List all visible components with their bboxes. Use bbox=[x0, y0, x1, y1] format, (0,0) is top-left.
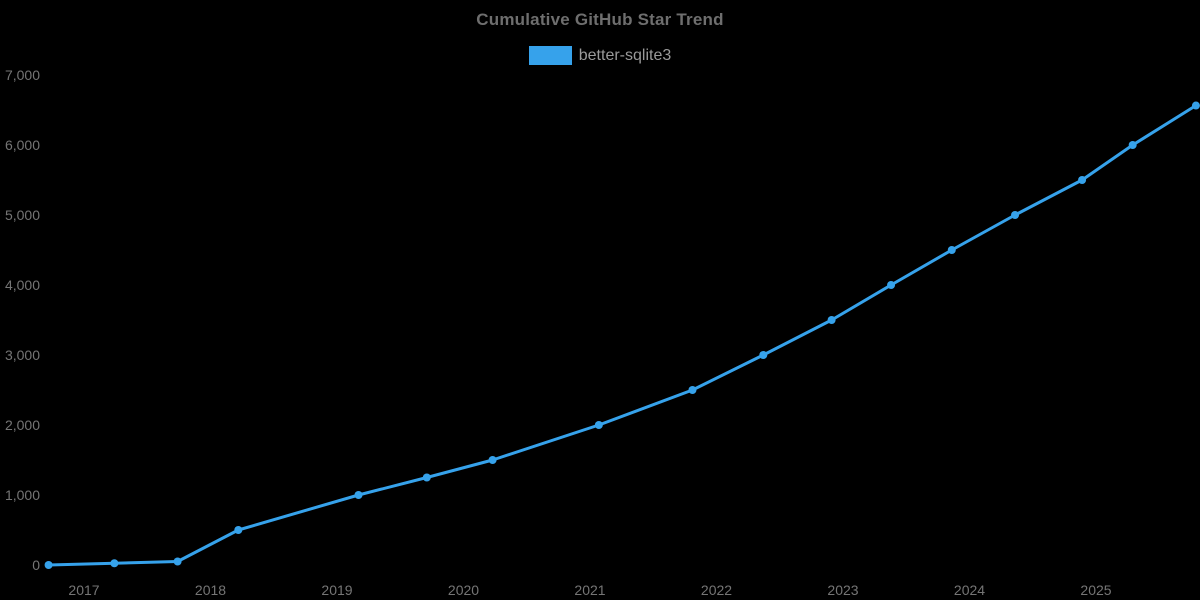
x-axis-tick-label: 2024 bbox=[954, 582, 985, 598]
x-axis-tick-label: 2019 bbox=[321, 582, 352, 598]
data-point[interactable] bbox=[827, 316, 836, 324]
x-axis-tick-label: 2017 bbox=[68, 582, 99, 598]
data-point[interactable] bbox=[887, 281, 896, 289]
y-axis-tick-label: 6,000 bbox=[5, 137, 40, 153]
data-point[interactable] bbox=[1191, 101, 1200, 110]
data-point[interactable] bbox=[110, 559, 119, 568]
x-axis-tick-label: 2018 bbox=[195, 582, 226, 598]
data-point[interactable] bbox=[488, 456, 497, 464]
chart-title: Cumulative GitHub Star Trend bbox=[476, 10, 724, 29]
y-axis-tick-label: 0 bbox=[32, 557, 40, 573]
y-axis-tick-label: 4,000 bbox=[5, 277, 40, 293]
legend-swatch-icon bbox=[528, 46, 572, 65]
x-axis-tick-label: 2025 bbox=[1080, 582, 1111, 598]
data-point[interactable] bbox=[594, 421, 603, 429]
y-axis-tick-label: 3,000 bbox=[5, 347, 40, 363]
data-point[interactable] bbox=[173, 557, 182, 566]
x-axis-tick-label: 2023 bbox=[827, 582, 858, 598]
data-point[interactable] bbox=[759, 351, 768, 359]
data-point[interactable] bbox=[1078, 176, 1087, 184]
data-point[interactable] bbox=[354, 491, 363, 499]
data-point[interactable] bbox=[1011, 211, 1020, 219]
legend: better-sqlite3 bbox=[0, 46, 1200, 65]
y-axis-tick-label: 1,000 bbox=[5, 487, 40, 503]
y-axis-tick-label: 7,000 bbox=[5, 67, 40, 83]
data-point[interactable] bbox=[688, 386, 697, 394]
data-point[interactable] bbox=[947, 246, 956, 254]
legend-item-better-sqlite3[interactable]: better-sqlite3 bbox=[528, 46, 672, 65]
trend-line bbox=[47, 104, 1198, 567]
x-axis-tick-label: 2022 bbox=[701, 582, 732, 598]
data-point[interactable] bbox=[422, 473, 431, 482]
y-axis-tick-label: 5,000 bbox=[5, 207, 40, 223]
data-point[interactable] bbox=[44, 561, 53, 569]
y-axis-tick-label: 2,000 bbox=[5, 417, 40, 433]
x-axis-tick-label: 2021 bbox=[574, 582, 605, 598]
legend-series-label: better-sqlite3 bbox=[578, 46, 672, 64]
data-point[interactable] bbox=[1128, 141, 1137, 149]
x-axis-tick-label: 2020 bbox=[448, 582, 479, 598]
data-point[interactable] bbox=[234, 526, 243, 534]
